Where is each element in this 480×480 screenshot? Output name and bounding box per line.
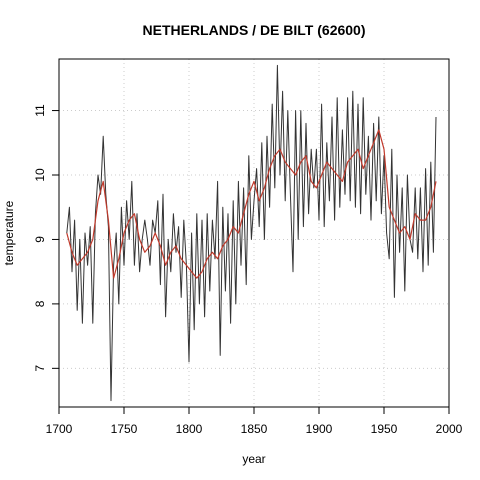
x-tick-label: 1850 — [241, 422, 268, 436]
x-tick-label: 2000 — [436, 422, 463, 436]
x-tick-label: 1750 — [111, 422, 138, 436]
grid — [59, 59, 449, 407]
x-axis: 1700 1750 1800 1850 1900 1950 2000 — [46, 406, 463, 436]
y-tick-label: 10 — [33, 168, 47, 182]
x-tick-label: 1950 — [371, 422, 398, 436]
temperature-series-line — [66, 64, 437, 402]
y-tick-label: 7 — [33, 365, 47, 372]
x-tick-label: 1800 — [176, 422, 203, 436]
series-layer — [66, 64, 437, 402]
x-tick-label: 1700 — [46, 422, 73, 436]
y-tick-label: 8 — [33, 300, 47, 307]
y-axis: 7 8 9 10 11 — [33, 104, 60, 372]
x-axis-label: year — [242, 452, 265, 466]
chart-title: NETHERLANDS / DE BILT (62600) — [143, 22, 366, 38]
smoothed-series-line — [66, 129, 437, 279]
x-tick-label: 1900 — [306, 422, 333, 436]
y-tick-label: 9 — [33, 236, 47, 243]
y-axis-label: temperature — [2, 200, 16, 265]
y-tick-label: 11 — [33, 104, 47, 117]
